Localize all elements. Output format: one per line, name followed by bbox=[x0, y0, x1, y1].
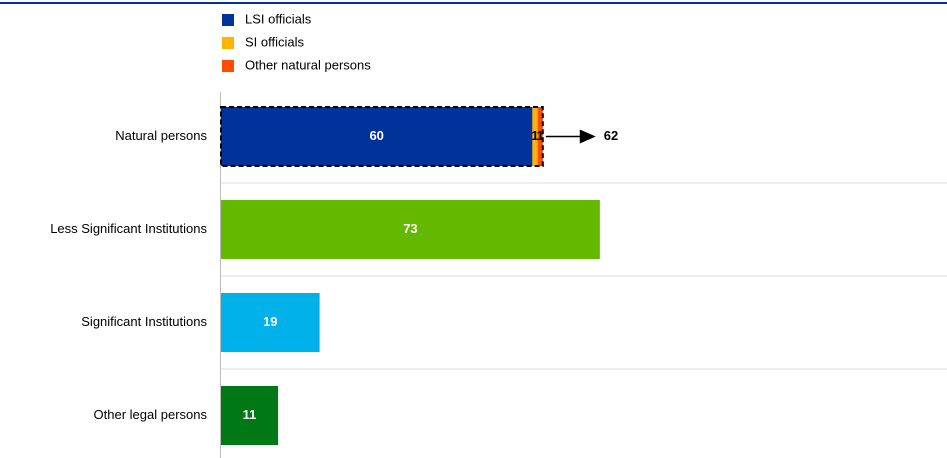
value-label: 19 bbox=[263, 314, 277, 329]
value-label: 73 bbox=[403, 221, 417, 236]
category-label: Natural persons bbox=[115, 128, 207, 143]
category-label: Less Significant Institutions bbox=[50, 221, 207, 236]
category-label: Significant Institutions bbox=[81, 314, 207, 329]
value-label: 1 bbox=[537, 128, 544, 143]
bar bbox=[221, 293, 320, 352]
legend-swatch bbox=[222, 37, 234, 49]
bar-segment bbox=[532, 107, 538, 166]
value-label: 11 bbox=[243, 407, 257, 422]
value-label: 1 bbox=[531, 128, 538, 143]
bar-segment bbox=[221, 107, 533, 166]
bar-segment bbox=[537, 107, 543, 166]
category-label: Other legal persons bbox=[94, 407, 208, 422]
bar bbox=[221, 386, 279, 445]
value-label: 60 bbox=[369, 128, 383, 143]
total-label: 62 bbox=[604, 128, 618, 143]
legend-label: SI officials bbox=[245, 34, 305, 49]
legend-swatch bbox=[222, 14, 234, 26]
total-arrowhead bbox=[579, 129, 596, 144]
legend-label: Other natural persons bbox=[245, 57, 371, 72]
stack-outline bbox=[220, 106, 544, 167]
legend-label: LSI officials bbox=[245, 11, 312, 26]
bar bbox=[221, 200, 600, 259]
legend-swatch bbox=[222, 60, 234, 72]
